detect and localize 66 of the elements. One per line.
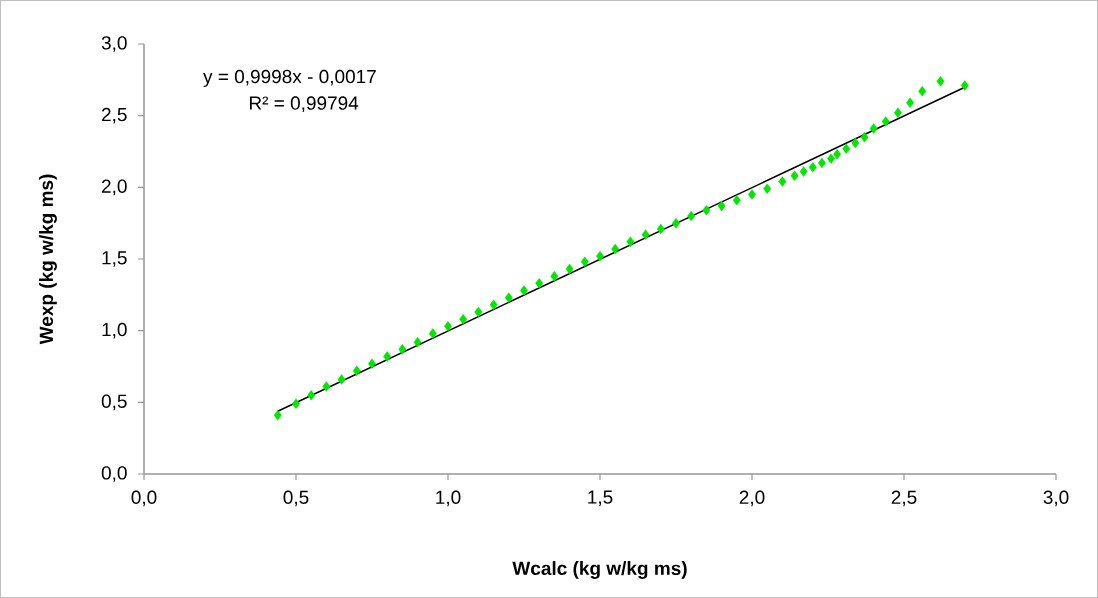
point [550,271,559,282]
point [893,107,902,118]
point [611,243,620,255]
point [748,189,756,200]
point [626,236,635,247]
point [778,176,787,187]
point [906,97,915,108]
x-tick-label: 2,5 [891,490,917,507]
point [459,314,468,325]
point [444,321,452,332]
point [580,256,589,268]
point [817,157,826,169]
point [428,328,437,339]
point [413,336,422,348]
y-axis-title: Wexp (kg w/kg ms) [39,174,57,345]
point [489,299,498,311]
x-tick-label: 0,0 [131,490,157,507]
point [833,149,842,160]
y-tick-label: 1,5 [102,251,127,267]
point [368,358,376,369]
point [337,374,346,385]
point [732,195,741,206]
y-tick-label: 1,0 [102,322,127,339]
point [827,153,835,164]
point [504,292,513,303]
point [641,229,650,240]
point [292,398,300,409]
point [322,381,331,392]
point [656,223,665,235]
x-tick-label: 0,5 [283,490,309,507]
point [936,76,945,87]
point [851,137,860,149]
point [763,183,772,194]
y-tick-label: 2,5 [102,107,127,124]
point [790,170,799,182]
point [702,205,711,216]
annotation: R² = 0,99794 [249,96,359,113]
point [383,351,392,362]
point [960,80,969,91]
y-tick-label: 0,0 [101,466,127,482]
point [860,131,869,143]
y-tick-label: 0,5 [101,394,127,411]
point [687,210,696,222]
point [918,86,927,97]
point [799,166,808,177]
point [535,278,544,289]
point [474,306,483,318]
x-tick-label: 2,0 [739,490,765,507]
point [352,365,361,376]
y-tick-label: 2,0 [102,179,127,196]
x-tick-label: 1,0 [436,490,461,507]
point [808,162,817,173]
x-axis-title: Wcalc (kg w/kg ms) [512,561,687,579]
x-tick-label: 3,0 [1043,490,1069,507]
point [881,116,890,127]
point [565,263,574,275]
point [842,143,851,154]
annotation: y = 0,9998x - 0,0017 [203,69,376,87]
point [520,285,528,296]
point [273,410,282,421]
point [307,389,316,401]
y-tick-label: 3,0 [101,36,127,52]
point [869,123,878,134]
point [717,200,726,212]
x-tick-label: 1,5 [588,490,613,507]
point [398,344,407,355]
